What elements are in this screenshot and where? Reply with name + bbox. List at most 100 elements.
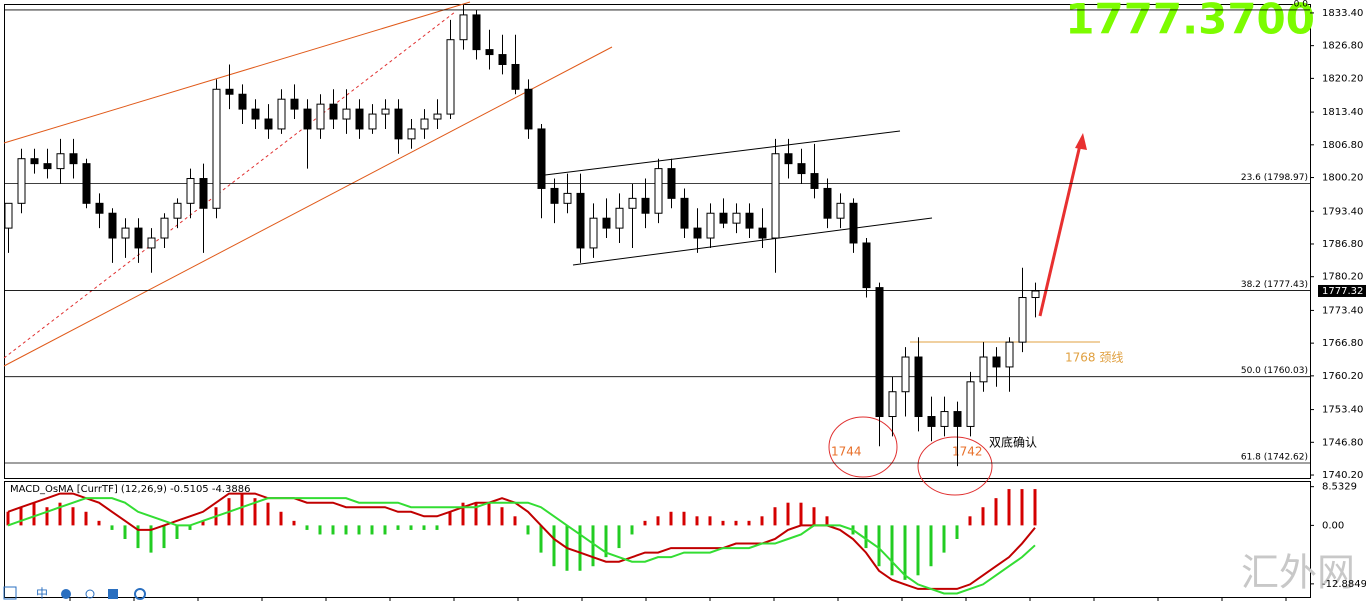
macd-line bbox=[7, 497, 1036, 595]
candle-body bbox=[992, 356, 1001, 368]
toolbar-icon[interactable] bbox=[108, 589, 118, 599]
histogram-bar bbox=[981, 507, 985, 526]
histogram-bar bbox=[435, 525, 439, 530]
histogram-bar bbox=[513, 516, 517, 526]
watermark: 汇外网 bbox=[1241, 551, 1355, 595]
y-tick-label: 1753.40 bbox=[1322, 405, 1363, 416]
histogram-bar bbox=[45, 507, 49, 526]
candle-body bbox=[901, 356, 910, 393]
histogram-bar bbox=[58, 502, 62, 526]
histogram-bar bbox=[318, 525, 322, 535]
fib-label: 38.2 (1777.43) bbox=[1241, 280, 1308, 290]
candle-body bbox=[82, 163, 91, 204]
histogram-bar bbox=[409, 525, 413, 530]
y-tick-label: 1740.20 bbox=[1322, 470, 1363, 481]
candle-body bbox=[17, 158, 26, 204]
candle-body bbox=[186, 178, 195, 204]
arrow-head bbox=[1075, 133, 1087, 150]
channel-line bbox=[3, 46, 613, 367]
toolbar-icon[interactable] bbox=[61, 589, 71, 599]
candle-body bbox=[433, 113, 442, 120]
histogram-bar bbox=[864, 525, 868, 549]
candle-body bbox=[602, 217, 611, 229]
histogram-bar bbox=[552, 525, 556, 567]
candle-body bbox=[758, 227, 767, 239]
candle-body bbox=[953, 411, 962, 427]
histogram-bar bbox=[331, 525, 335, 535]
candle-body bbox=[849, 202, 858, 244]
histogram-bar bbox=[721, 520, 725, 526]
dashed-line bbox=[3, 11, 456, 359]
annotation: 双底确认 bbox=[989, 435, 1037, 450]
histogram-bar bbox=[1020, 489, 1024, 526]
candle-body bbox=[381, 108, 390, 115]
candle-body bbox=[420, 118, 429, 130]
y-tick-label: 1766.80 bbox=[1322, 338, 1363, 349]
histogram-bar bbox=[643, 520, 647, 526]
histogram-bar bbox=[799, 502, 803, 526]
candle-body bbox=[563, 192, 572, 204]
candle-body bbox=[56, 153, 65, 170]
candle-body bbox=[251, 108, 260, 120]
macd-title: MACD_OsMA [CurrTF] (12,26,9) -0.5105 -4.… bbox=[10, 484, 250, 495]
histogram-bar bbox=[877, 525, 881, 567]
candle-body bbox=[537, 128, 546, 189]
y-tick-label: 1806.80 bbox=[1322, 140, 1363, 151]
candle-body bbox=[706, 212, 715, 239]
y-tick-label: 1833.40 bbox=[1322, 8, 1363, 19]
histogram-bar bbox=[682, 511, 686, 526]
histogram-bar bbox=[370, 525, 374, 535]
toolbar-icon[interactable] bbox=[85, 589, 95, 599]
y-tick-label: 1780.20 bbox=[1322, 272, 1363, 283]
candle-body bbox=[277, 98, 286, 130]
candle-body bbox=[355, 108, 364, 130]
fib-label: 50.0 (1760.03) bbox=[1241, 366, 1308, 376]
toolbar-icon[interactable] bbox=[3, 586, 17, 600]
histogram-bar bbox=[6, 511, 10, 526]
histogram-bar bbox=[825, 516, 829, 526]
candle-body bbox=[524, 88, 533, 130]
candle-body bbox=[511, 63, 520, 90]
candle-body bbox=[914, 356, 923, 418]
histogram-bar bbox=[19, 507, 23, 526]
annotation: 1744 bbox=[831, 445, 862, 459]
histogram-bar bbox=[84, 511, 88, 526]
histogram-bar bbox=[604, 525, 608, 558]
candle-body bbox=[238, 93, 247, 110]
histogram-bar bbox=[422, 525, 426, 530]
toolbar: 中 bbox=[3, 586, 146, 601]
histogram-bar bbox=[136, 525, 140, 549]
candle-body bbox=[134, 227, 143, 249]
y-tick-label: 1800.20 bbox=[1322, 173, 1363, 184]
y-tick-label: 0.00 bbox=[1322, 520, 1344, 531]
histogram-bar bbox=[71, 507, 75, 526]
candle-body bbox=[329, 103, 338, 120]
candle-body bbox=[875, 287, 884, 418]
candle-body bbox=[368, 113, 377, 130]
current-price: 1777.32 bbox=[1322, 286, 1363, 297]
histogram-bar bbox=[240, 493, 244, 526]
candle-body bbox=[342, 108, 351, 120]
candle-body bbox=[264, 118, 273, 130]
toolbar-icon[interactable] bbox=[134, 588, 146, 600]
histogram-bar bbox=[253, 498, 257, 526]
candle-body bbox=[1018, 297, 1027, 343]
toolbar-ime[interactable]: 中 bbox=[36, 586, 48, 601]
candle-body bbox=[394, 108, 403, 140]
candle-body bbox=[810, 173, 819, 189]
candle-body bbox=[1031, 290, 1040, 299]
candle-body bbox=[485, 49, 494, 56]
candle-body bbox=[550, 187, 559, 204]
histogram-bar bbox=[149, 525, 153, 553]
histogram-bar bbox=[578, 525, 582, 571]
candle-body bbox=[199, 178, 208, 209]
candle-body bbox=[498, 54, 507, 65]
candle-body bbox=[667, 168, 676, 199]
histogram-bar bbox=[929, 525, 933, 567]
y-tick-label: 1820.20 bbox=[1322, 73, 1363, 84]
circle bbox=[917, 436, 993, 496]
candle-body bbox=[641, 197, 650, 214]
histogram-bar bbox=[266, 502, 270, 526]
candle-body bbox=[927, 416, 936, 427]
circle bbox=[828, 416, 898, 478]
